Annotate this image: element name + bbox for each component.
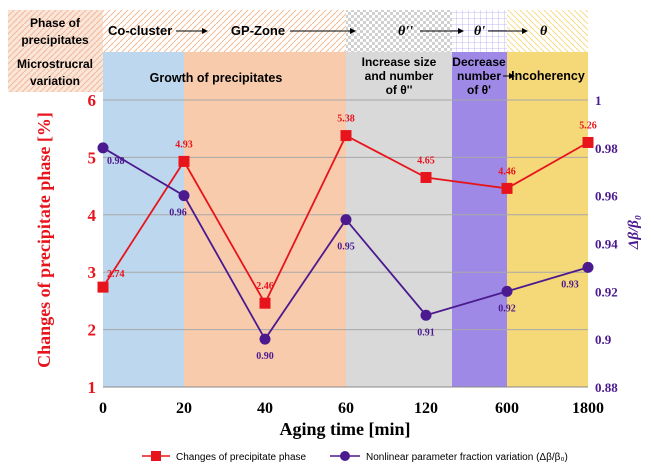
x-tick-label: 60 [338,400,354,417]
header-label-variation-line1: Microstrucral [17,57,93,71]
data-point-purple [97,142,109,154]
header-label-bg-1 [8,10,103,52]
variation-growth: Growth of precipitates [150,71,283,85]
y-right-tick-label: 0.88 [595,380,618,395]
data-label-purple: 0.91 [417,327,435,338]
variation-arrow [503,73,515,79]
band-blue [103,52,184,387]
x-tick-label: 0 [99,400,107,417]
data-label-purple: 0.98 [107,156,125,167]
phase-theta-double-prime: θ'' [398,24,413,39]
data-point-red [420,171,432,183]
y-left-tick-label: 1 [88,378,97,397]
legend-marker-red [151,451,161,461]
y-left-tick-label: 5 [88,148,97,167]
header-label-phase-line1: Phase of [30,16,81,30]
y-left-tick-label: 3 [88,263,97,282]
data-point-red [582,136,594,148]
y-right-tick-label: 0.94 [595,237,618,252]
x-tick-label: 600 [495,400,519,417]
phase-cocluster: Co-cluster [108,23,172,38]
data-point-purple [259,333,271,345]
data-point-red [259,297,271,309]
header-label-variation-line2: variation [30,74,80,88]
data-label-red: 2.74 [107,269,125,280]
phase-arrows [176,28,528,34]
data-point-purple [340,214,352,226]
header-label-bg-2 [8,52,103,92]
variation-increase-line1: Increase size [362,55,437,69]
y-left-tick-label: 2 [88,321,97,340]
data-point-purple [178,190,190,202]
x-tick-label: 120 [414,400,438,417]
data-label-purple: 0.93 [561,279,579,290]
data-label-purple: 0.95 [337,242,355,253]
x-tick-label: 1800 [572,400,604,417]
legend-marker-purple [340,451,350,461]
series: 2.74 4.93 2.46 5.38 4.65 4.46 5.26 0.98 0.96 0.90… [97,114,597,362]
variation-increase-line3: of θ'' [386,83,413,97]
data-point-red [340,130,352,142]
variation-incoherency: Incoherency [511,69,585,83]
data-label-purple: 0.92 [498,303,516,314]
y-right-tick-label: 1 [595,93,602,108]
data-point-red [501,182,513,194]
y-left-tick-label: 6 [88,91,97,110]
data-label-purple: 0.96 [169,208,187,219]
data-point-purple [501,285,513,297]
legend: Changes of precipitate phase Nonlinear p… [142,451,568,463]
y-axis-title-left: Changes of precipitate phase [%] [34,112,54,368]
y-right-tick-label: 0.96 [595,189,618,204]
data-label-red: 5.26 [579,120,597,131]
data-label-red: 4.65 [417,155,435,166]
variation-decrease-line3: of θ' [467,83,491,97]
phase-theta-prime: θ' [474,24,485,39]
band-gray [346,52,452,387]
legend-label-red: Changes of precipitate phase [176,452,307,463]
data-point-purple [420,309,432,321]
data-point-red [178,155,190,167]
x-tick-label: 20 [176,400,192,417]
y-axis-title-right: Δβ/β₀ [626,215,642,250]
y-left-tick-label: 4 [88,206,97,225]
phase-theta: θ [540,24,548,39]
data-label-purple: 0.90 [256,351,274,362]
phase-gpzone: GP-Zone [231,23,285,38]
band-violet [452,52,507,387]
y-right-tick-label: 0.9 [595,332,612,347]
data-label-red: 5.38 [337,114,355,125]
data-label-red: 4.46 [498,166,516,177]
data-point-red [97,281,109,293]
band-orange [184,52,346,387]
band-yellow [507,52,588,387]
data-label-red: 4.93 [175,139,193,150]
header-label-phase-line2: precipitates [21,33,89,47]
x-axis-title: Aging time [min] [280,419,411,439]
y-right-tick-label: 0.98 [595,141,618,156]
x-tick-label: 40 [257,400,273,417]
data-label-red: 2.46 [256,281,274,292]
data-point-purple [582,261,594,273]
legend-label-purple: Nonlinear parameter fraction variation (… [366,452,568,463]
variation-decrease-line1: Decrease [452,55,506,69]
variation-decrease-line2: number [457,69,501,83]
y-right-tick-label: 0.92 [595,284,618,299]
header-phase-bg-cocluster [103,10,184,52]
variation-increase-line2: and number [365,69,434,83]
